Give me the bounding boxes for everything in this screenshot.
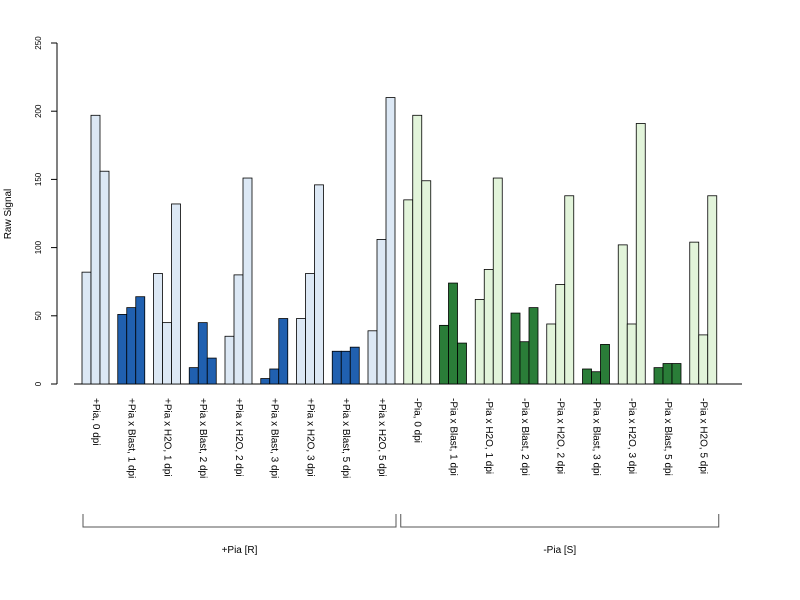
category-label: -Pia x H2O, 2 dpi <box>555 398 566 474</box>
category-label: -Pia x H2O, 3 dpi <box>626 398 637 474</box>
bar <box>600 344 610 385</box>
bar <box>474 299 485 385</box>
bar <box>457 342 467 385</box>
category-label: -Pia x Blast, 2 dpi <box>519 398 530 476</box>
bar <box>653 367 664 385</box>
group-label: +Pia [R] <box>222 545 258 556</box>
bar <box>305 273 315 385</box>
bar <box>492 177 503 385</box>
group-brackets: +Pia [R] -Pia [S] <box>82 514 720 556</box>
category-label: +Pia x Blast, 2 dpi <box>197 398 208 478</box>
bar <box>135 296 146 385</box>
bar <box>233 274 244 385</box>
bar <box>153 273 163 385</box>
bar <box>421 180 432 385</box>
bar <box>439 324 449 385</box>
bar <box>367 330 378 385</box>
bar <box>689 241 700 385</box>
category-label: +Pia x Blast, 5 dpi <box>340 398 351 478</box>
bar <box>582 368 592 385</box>
bar <box>99 170 110 385</box>
bar <box>483 269 494 385</box>
group-bracket <box>82 514 397 528</box>
bars-layer <box>81 97 718 385</box>
bar <box>528 307 539 385</box>
bar <box>162 322 172 385</box>
bar <box>117 314 128 385</box>
bar <box>269 368 280 385</box>
bar <box>242 177 253 385</box>
bar <box>81 271 92 385</box>
y-tick-label: 50 <box>34 311 43 320</box>
y-axis-title: Raw Signal <box>3 189 14 240</box>
category-label: -Pia x H2O, 1 dpi <box>483 398 494 474</box>
bar <box>698 334 709 385</box>
category-labels: +Pia, 0 dpi +Pia x Blast, 1 dpi +Pia x H2O… <box>90 398 709 478</box>
bar <box>314 184 324 385</box>
bar <box>188 367 199 385</box>
y-tick-label: 100 <box>34 240 43 254</box>
bar <box>626 323 637 385</box>
bar <box>349 346 360 385</box>
category-label: +Pia x H2O, 2 dpi <box>233 398 244 477</box>
bar <box>555 284 566 385</box>
bar <box>197 322 208 385</box>
bar <box>206 357 217 385</box>
category-label: -Pia x Blast, 5 dpi <box>662 398 673 476</box>
category-label: +Pia x Blast, 3 dpi <box>269 398 280 478</box>
bar <box>260 378 271 385</box>
bar <box>591 371 601 385</box>
category-label: +Pia, 0 dpi <box>90 398 101 446</box>
y-tick-label: 250 <box>34 36 43 50</box>
y-axis: 0 50 100 150 200 250 <box>34 36 58 386</box>
category-label: +Pia x H2O, 3 dpi <box>304 398 315 477</box>
bar <box>90 114 101 385</box>
y-tick-label: 150 <box>34 172 43 186</box>
category-label: -Pia x H2O, 5 dpi <box>698 398 709 474</box>
bar <box>296 318 306 385</box>
bar <box>403 199 414 385</box>
bar <box>126 307 137 385</box>
bar <box>617 244 628 385</box>
category-label: -Pia x Blast, 1 dpi <box>447 398 458 476</box>
y-tick-label: 200 <box>34 104 43 118</box>
bar <box>671 363 682 385</box>
category-label: -Pia, 0 dpi <box>412 398 423 443</box>
bar <box>224 335 235 385</box>
bar <box>376 239 387 385</box>
bar <box>707 195 718 385</box>
group-bracket <box>400 514 720 528</box>
bar <box>340 350 351 385</box>
bar <box>662 363 673 385</box>
category-label: +Pia x H2O, 5 dpi <box>376 398 387 477</box>
category-label: +Pia x H2O, 1 dpi <box>161 398 172 477</box>
bar <box>546 323 557 385</box>
bar <box>331 350 342 385</box>
bar <box>448 282 458 385</box>
bar <box>412 114 423 385</box>
bar <box>510 312 521 385</box>
bar <box>519 341 530 385</box>
bar <box>635 123 646 385</box>
bar <box>385 97 396 385</box>
category-label: -Pia x Blast, 3 dpi <box>590 398 601 476</box>
bar <box>171 203 181 385</box>
bar <box>278 318 289 385</box>
category-label: +Pia x Blast, 1 dpi <box>126 398 137 478</box>
group-label: -Pia [S] <box>543 545 576 556</box>
bar <box>564 195 575 385</box>
y-tick-label: 0 <box>34 381 43 386</box>
